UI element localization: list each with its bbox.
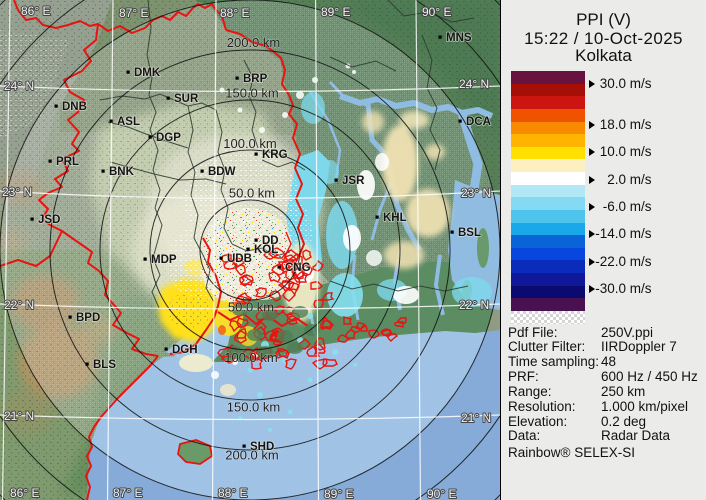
svg-text:DCA: DCA <box>466 116 491 128</box>
svg-text:DMK: DMK <box>134 67 161 79</box>
svg-text:DGP: DGP <box>156 132 181 144</box>
svg-text:SHD: SHD <box>250 441 274 453</box>
svg-text:87° E: 87° E <box>119 6 148 20</box>
svg-text:KOL: KOL <box>254 244 278 256</box>
svg-text:24° N: 24° N <box>459 77 489 91</box>
svg-text:BPD: BPD <box>76 312 100 324</box>
svg-text:MDP: MDP <box>151 254 177 266</box>
svg-text:BSL: BSL <box>458 227 481 239</box>
svg-text:87° E: 87° E <box>113 486 142 500</box>
svg-text:88° E: 88° E <box>220 6 249 20</box>
svg-text:88° E: 88° E <box>218 486 247 500</box>
svg-text:150.0 km: 150.0 km <box>225 86 278 101</box>
svg-text:SUR: SUR <box>174 93 199 105</box>
svg-text:50.0 km: 50.0 km <box>228 300 274 315</box>
svg-text:90° E: 90° E <box>427 487 456 500</box>
svg-text:23° N: 23° N <box>461 186 491 200</box>
svg-text:21° N: 21° N <box>4 409 34 423</box>
svg-text:DD: DD <box>262 235 279 247</box>
svg-text:90° E: 90° E <box>422 5 451 19</box>
svg-text:KHL: KHL <box>383 212 407 224</box>
svg-text:24° N: 24° N <box>4 79 34 93</box>
svg-text:BRP: BRP <box>243 73 268 85</box>
svg-text:89° E: 89° E <box>324 487 353 500</box>
svg-text:86° E: 86° E <box>10 486 39 500</box>
svg-text:DNB: DNB <box>62 101 87 113</box>
svg-text:JSR: JSR <box>342 175 365 187</box>
svg-text:BLS: BLS <box>93 359 116 371</box>
svg-text:200.0 km: 200.0 km <box>227 35 280 50</box>
svg-text:PRL: PRL <box>56 156 79 168</box>
svg-text:MNS: MNS <box>446 32 472 44</box>
svg-text:ASL: ASL <box>117 116 140 128</box>
svg-text:100.0 km: 100.0 km <box>224 350 277 365</box>
svg-text:89° E: 89° E <box>321 5 350 19</box>
svg-text:KRG: KRG <box>262 149 288 161</box>
svg-text:JSD: JSD <box>38 214 60 226</box>
svg-text:BDW: BDW <box>208 166 236 178</box>
svg-text:22° N: 22° N <box>4 298 34 312</box>
svg-text:22° N: 22° N <box>459 298 489 312</box>
svg-text:100.0 km: 100.0 km <box>223 136 276 151</box>
svg-text:23° N: 23° N <box>2 185 32 199</box>
svg-text:DGH: DGH <box>172 344 198 356</box>
svg-text:50.0 km: 50.0 km <box>229 186 275 201</box>
svg-text:200.0 km: 200.0 km <box>225 448 278 463</box>
svg-text:CNG: CNG <box>285 262 311 274</box>
svg-text:BNK: BNK <box>109 166 135 178</box>
svg-text:150.0 km: 150.0 km <box>227 400 280 415</box>
svg-text:21° N: 21° N <box>461 411 491 425</box>
svg-text:UDB: UDB <box>227 253 252 265</box>
svg-text:86° E: 86° E <box>21 4 50 18</box>
